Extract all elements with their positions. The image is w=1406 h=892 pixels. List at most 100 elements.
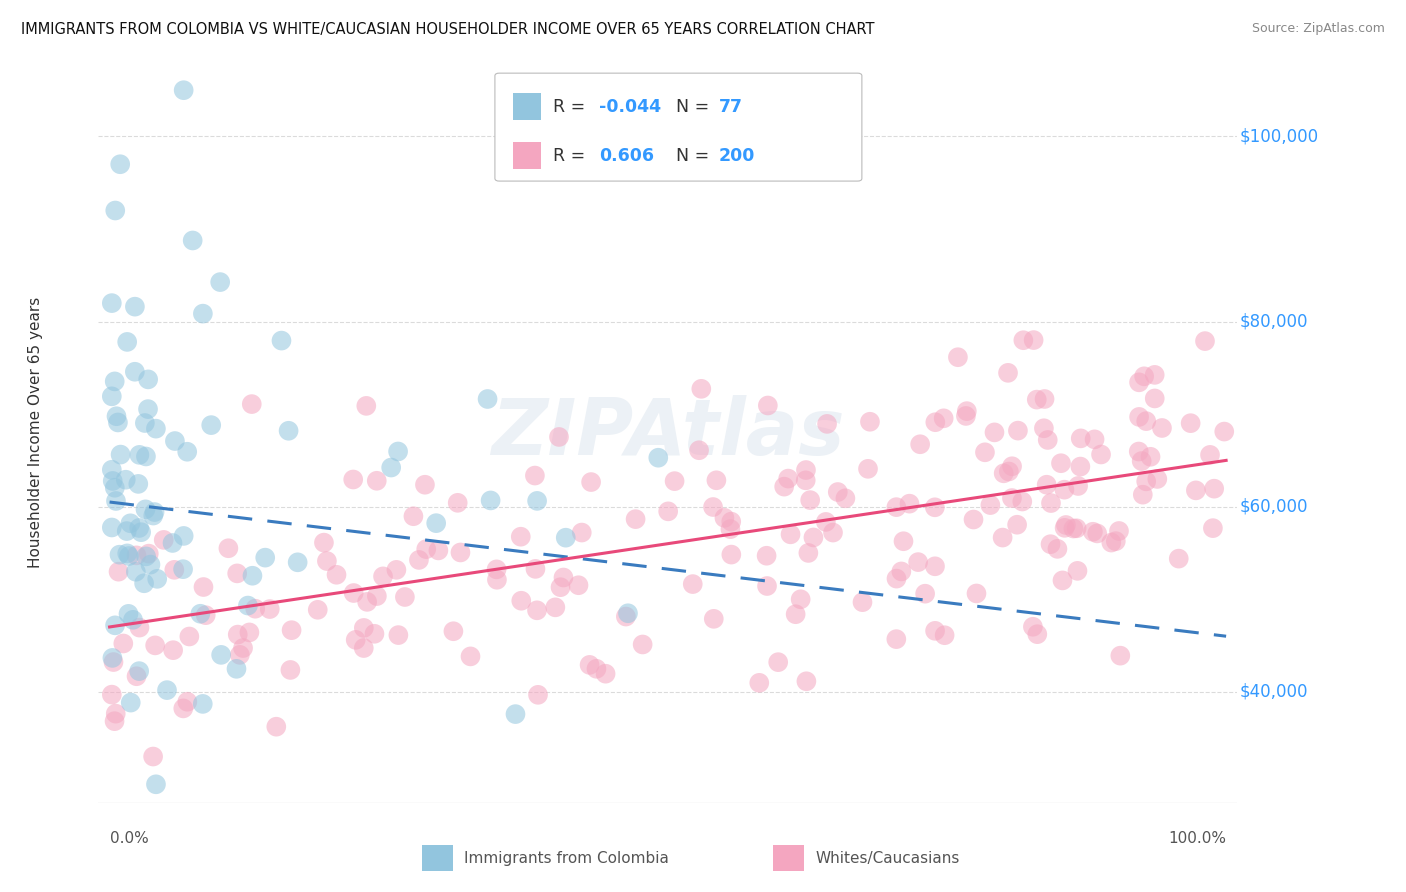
- Point: [356, 399, 378, 413]
- Text: IMMIGRANTS FROM COLOMBIA VS WHITE/CAUCASIAN HOUSEHOLDER INCOME OVER 65 YEARS COR: IMMIGRANTS FROM COLOMBIA VS WHITE/CAUCAS…: [21, 22, 875, 37]
- Point: [1109, 648, 1132, 663]
- Point: [1202, 521, 1225, 535]
- Point: [129, 525, 152, 540]
- Point: [135, 549, 157, 564]
- Point: [617, 607, 640, 621]
- Point: [1033, 392, 1056, 406]
- Point: [1133, 369, 1156, 384]
- Point: [914, 587, 936, 601]
- Point: [128, 664, 150, 678]
- Point: [115, 524, 138, 538]
- Point: [245, 601, 267, 615]
- Point: [363, 627, 385, 641]
- Point: [325, 567, 347, 582]
- Point: [664, 474, 686, 488]
- Point: [1062, 522, 1084, 536]
- Point: [118, 549, 141, 563]
- Point: [1180, 416, 1202, 430]
- Point: [353, 621, 375, 635]
- Point: [152, 533, 174, 547]
- Point: [145, 422, 167, 436]
- Point: [380, 460, 402, 475]
- Point: [544, 600, 567, 615]
- Point: [756, 579, 779, 593]
- Point: [107, 565, 129, 579]
- Point: [1213, 425, 1236, 439]
- Point: [225, 662, 247, 676]
- Point: [1011, 494, 1033, 508]
- Point: [254, 550, 277, 565]
- Text: $100,000: $100,000: [1240, 128, 1319, 145]
- Point: [1001, 491, 1024, 505]
- Point: [181, 234, 204, 248]
- Text: Source: ZipAtlas.com: Source: ZipAtlas.com: [1251, 22, 1385, 36]
- Point: [236, 599, 259, 613]
- Point: [135, 450, 157, 464]
- Point: [134, 502, 156, 516]
- Text: 100.0%: 100.0%: [1168, 830, 1226, 846]
- Point: [366, 474, 388, 488]
- Point: [173, 529, 195, 543]
- Point: [578, 657, 600, 672]
- Point: [614, 609, 637, 624]
- Point: [1046, 541, 1069, 556]
- Point: [427, 543, 450, 558]
- Point: [477, 392, 499, 406]
- Point: [103, 714, 125, 728]
- Point: [631, 638, 654, 652]
- Point: [270, 334, 292, 348]
- Point: [101, 389, 124, 403]
- Point: [259, 602, 281, 616]
- Point: [526, 603, 548, 617]
- Point: [702, 500, 724, 514]
- Point: [1139, 450, 1161, 464]
- Point: [1022, 620, 1045, 634]
- Point: [101, 463, 124, 477]
- Point: [105, 409, 128, 424]
- Point: [387, 628, 409, 642]
- Text: 0.606: 0.606: [599, 147, 654, 165]
- Point: [128, 448, 150, 462]
- Point: [886, 572, 908, 586]
- Text: 77: 77: [718, 97, 742, 116]
- Point: [1054, 518, 1077, 533]
- Point: [179, 630, 201, 644]
- Point: [172, 701, 194, 715]
- Point: [893, 534, 915, 549]
- Point: [1150, 421, 1173, 435]
- Point: [277, 424, 299, 438]
- Point: [402, 509, 425, 524]
- Point: [447, 496, 470, 510]
- Point: [773, 480, 796, 494]
- Point: [209, 275, 232, 289]
- Point: [104, 375, 127, 389]
- Point: [125, 565, 148, 579]
- Point: [425, 516, 447, 531]
- Point: [139, 558, 162, 572]
- Text: $40,000: $40,000: [1240, 682, 1308, 701]
- Point: [356, 595, 378, 609]
- Point: [115, 334, 138, 349]
- Point: [997, 366, 1019, 380]
- Text: R =: R =: [553, 97, 591, 116]
- Point: [554, 531, 576, 545]
- Text: 200: 200: [718, 147, 755, 165]
- Point: [647, 450, 669, 465]
- Point: [132, 576, 155, 591]
- Point: [794, 463, 817, 477]
- Point: [713, 511, 735, 525]
- Point: [1012, 333, 1035, 347]
- Point: [115, 546, 138, 560]
- Point: [509, 530, 531, 544]
- Point: [884, 632, 907, 647]
- Point: [217, 541, 239, 556]
- Point: [226, 566, 249, 581]
- Point: [966, 586, 988, 600]
- Point: [748, 675, 770, 690]
- Point: [101, 688, 124, 702]
- Point: [756, 399, 779, 413]
- Point: [191, 307, 214, 321]
- Point: [1167, 551, 1189, 566]
- Point: [104, 481, 127, 495]
- Point: [143, 505, 166, 519]
